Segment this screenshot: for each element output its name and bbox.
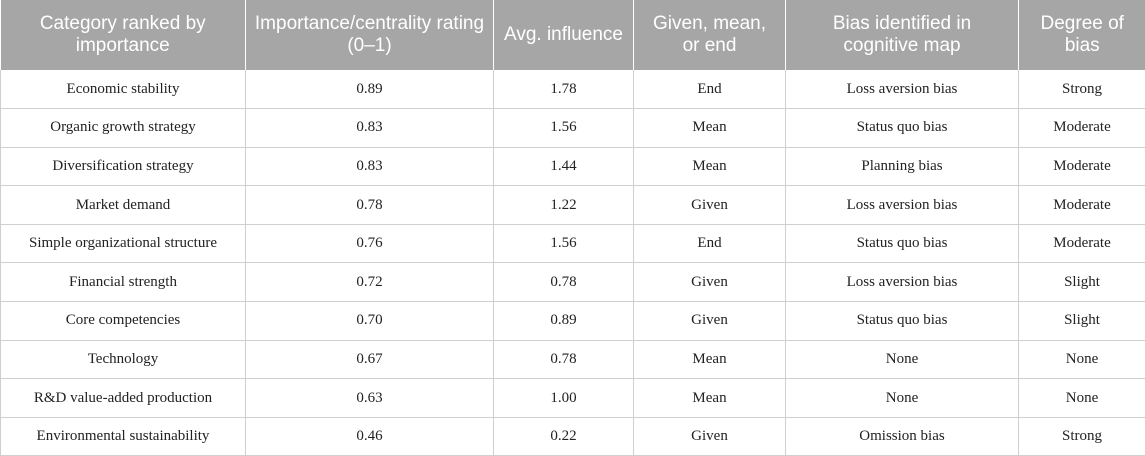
- table-row: Market demand 0.78 1.22 Given Loss aversion …: [0, 185, 1145, 225]
- header-given-mean-end: Given, mean, or end: [633, 0, 786, 70]
- cell-role: Mean: [633, 340, 786, 380]
- cell-importance: 0.76: [245, 224, 494, 264]
- header-bias-identified: Bias identified in cognitive map: [785, 0, 1019, 70]
- cell-degree: Moderate: [1018, 147, 1145, 187]
- cell-importance: 0.89: [245, 70, 494, 110]
- table-row: Technology 0.67 0.78 Mean None None: [0, 340, 1145, 380]
- cell-role: Given: [633, 185, 786, 225]
- cell-bias: None: [785, 340, 1019, 380]
- cell-degree: Slight: [1018, 262, 1145, 303]
- cell-category: Economic stability: [0, 70, 246, 110]
- cell-role: Mean: [633, 147, 786, 187]
- cell-degree: None: [1018, 378, 1145, 418]
- cell-importance: 0.72: [245, 262, 494, 303]
- cell-bias: Planning bias: [785, 147, 1019, 187]
- cell-degree: Moderate: [1018, 108, 1145, 148]
- cell-degree: Strong: [1018, 70, 1145, 110]
- table-header: Category ranked by importance Importance…: [0, 0, 1145, 70]
- cell-bias: Omission bias: [785, 417, 1019, 456]
- cell-degree: Strong: [1018, 417, 1145, 456]
- cell-influence: 1.78: [493, 70, 634, 110]
- cell-category: Environmental sustainability: [0, 417, 246, 456]
- cell-role: End: [633, 224, 786, 264]
- table-row: Core competencies 0.70 0.89 Given Status quo…: [0, 301, 1145, 341]
- cell-category: Market demand: [0, 185, 246, 225]
- header-row: Category ranked by importance Importance…: [0, 0, 1145, 70]
- table-row: Simple organizational structure 0.76 1.56 E…: [0, 224, 1145, 264]
- cell-bias: Status quo bias: [785, 301, 1019, 341]
- cell-bias: Status quo bias: [785, 224, 1019, 264]
- cell-bias: Loss aversion bias: [785, 262, 1019, 303]
- cell-importance: 0.70: [245, 301, 494, 341]
- cell-importance: 0.78: [245, 185, 494, 225]
- cell-importance: 0.63: [245, 378, 494, 418]
- table-row: Financial strength 0.72 0.78 Given Loss aver…: [0, 262, 1145, 303]
- cell-role: End: [633, 70, 786, 110]
- cell-influence: 1.22: [493, 185, 634, 225]
- cell-category: R&D value-added production: [0, 378, 246, 418]
- table-row: Organic growth strategy 0.83 1.56 Mean Statu…: [0, 108, 1145, 148]
- table-row: Diversification strategy 0.83 1.44 Mean Plan…: [0, 147, 1145, 187]
- table-row: Environmental sustainability 0.46 0.22 Give…: [0, 417, 1145, 456]
- cell-influence: 1.56: [493, 108, 634, 148]
- cell-degree: None: [1018, 340, 1145, 380]
- cell-influence: 1.44: [493, 147, 634, 187]
- cell-role: Given: [633, 301, 786, 341]
- header-importance-rating: Importance/centrality rating (0–1): [245, 0, 494, 70]
- cell-bias: Loss aversion bias: [785, 185, 1019, 225]
- cell-importance: 0.83: [245, 108, 494, 148]
- cell-bias: None: [785, 378, 1019, 418]
- cell-importance: 0.67: [245, 340, 494, 380]
- header-degree-of-bias: Degree of bias: [1018, 0, 1145, 70]
- table-row: R&D value-added production 0.63 1.00 Mean No…: [0, 378, 1145, 418]
- cell-degree: Slight: [1018, 301, 1145, 341]
- cell-importance: 0.83: [245, 147, 494, 187]
- cell-degree: Moderate: [1018, 224, 1145, 264]
- cell-category: Financial strength: [0, 262, 246, 303]
- cell-role: Given: [633, 262, 786, 303]
- cell-influence: 1.56: [493, 224, 634, 264]
- cell-influence: 0.78: [493, 340, 634, 380]
- header-category: Category ranked by importance: [0, 0, 246, 70]
- cell-category: Technology: [0, 340, 246, 380]
- cell-category: Core competencies: [0, 301, 246, 341]
- cell-importance: 0.46: [245, 417, 494, 456]
- cell-role: Given: [633, 417, 786, 456]
- cell-bias: Status quo bias: [785, 108, 1019, 148]
- header-avg-influence: Avg. influence: [493, 0, 634, 70]
- cell-category: Simple organizational structure: [0, 224, 246, 264]
- cell-role: Mean: [633, 378, 786, 418]
- table-body: Economic stability 0.89 1.78 End Loss aversi…: [0, 70, 1145, 456]
- cell-category: Organic growth strategy: [0, 108, 246, 148]
- cell-influence: 0.89: [493, 301, 634, 341]
- cell-influence: 0.22: [493, 417, 634, 456]
- table-row: Economic stability 0.89 1.78 End Loss aversi…: [0, 70, 1145, 110]
- cell-category: Diversification strategy: [0, 147, 246, 187]
- cell-degree: Moderate: [1018, 185, 1145, 225]
- cell-role: Mean: [633, 108, 786, 148]
- cell-influence: 0.78: [493, 262, 634, 303]
- cell-influence: 1.00: [493, 378, 634, 418]
- cell-bias: Loss aversion bias: [785, 70, 1019, 110]
